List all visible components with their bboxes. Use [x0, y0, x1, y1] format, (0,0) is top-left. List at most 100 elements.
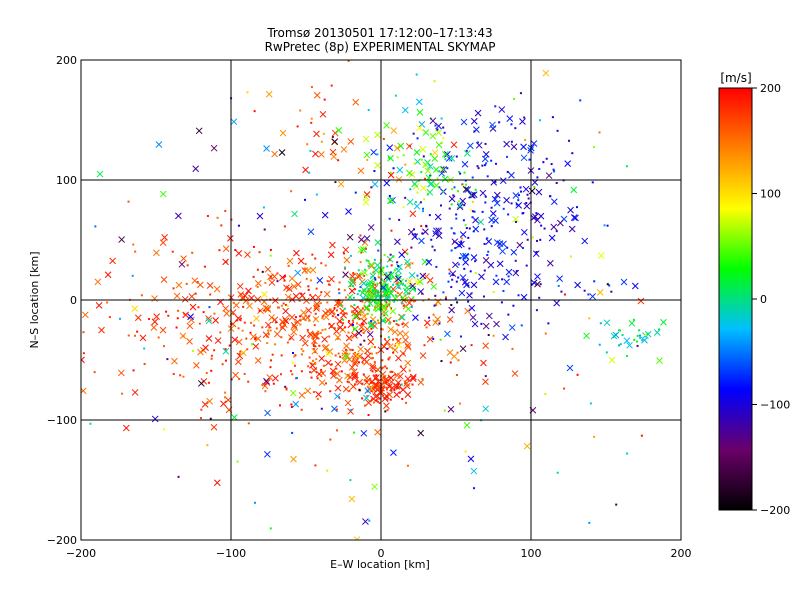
scatter-point-dot	[636, 340, 639, 343]
scatter-point-dot	[556, 129, 559, 132]
scatter-point-dot	[373, 361, 376, 364]
scatter-point-cross	[475, 141, 483, 149]
scatter-point-dot	[455, 213, 458, 216]
x-tick-label: 0	[378, 547, 385, 560]
scatter-point-cross	[367, 278, 374, 286]
scatter-point-dot	[338, 292, 341, 295]
scatter-point-cross	[471, 320, 479, 328]
scatter-point-dot	[421, 377, 424, 380]
scatter-point-dot	[365, 259, 368, 262]
scatter-point-dot	[540, 224, 543, 227]
scatter-point-cross	[212, 316, 219, 324]
scatter-point-dot	[366, 158, 369, 161]
scatter-point-dot	[473, 130, 476, 133]
scatter-point-dot	[300, 348, 303, 351]
scatter-point-dot	[514, 127, 517, 130]
scatter-point-cross	[467, 455, 475, 463]
scatter-point-dot	[396, 338, 399, 341]
scatter-point-dot	[429, 279, 432, 282]
scatter-point-dot	[304, 262, 307, 265]
scatter-point-dot	[120, 392, 123, 395]
scatter-point-cross	[360, 313, 368, 320]
scatter-point-cross	[574, 281, 581, 289]
scatter-point-cross	[268, 279, 276, 286]
scatter-point-cross	[464, 307, 471, 315]
scatter-point-cross	[406, 169, 413, 177]
scatter-point-dot	[428, 214, 431, 217]
scatter-point-cross	[463, 421, 471, 429]
scatter-point-cross	[482, 322, 490, 330]
scatter-point-cross	[369, 362, 377, 370]
scatter-point-dot	[477, 141, 480, 144]
scatter-point-cross	[415, 98, 423, 106]
scatter-point-dot	[531, 283, 534, 286]
scatter-point-dot	[510, 202, 513, 205]
scatter-point-cross	[492, 217, 499, 224]
scatter-point-dot	[249, 321, 252, 324]
scatter-point-dot	[210, 369, 213, 372]
scatter-point-cross	[530, 140, 538, 147]
scatter-point-dot	[93, 371, 96, 374]
scatter-point-cross	[535, 188, 543, 196]
scatter-point-cross	[416, 124, 423, 132]
scatter-point-dot	[619, 329, 622, 332]
scatter-point-cross	[252, 342, 260, 350]
scatter-point-dot	[555, 230, 558, 233]
scatter-point-dot	[598, 343, 601, 346]
scatter-point-dot	[389, 370, 392, 373]
scatter-point-dot	[373, 308, 376, 311]
scatter-point-cross	[159, 239, 167, 246]
scatter-point-dot	[365, 283, 368, 286]
scatter-point-cross	[449, 270, 457, 278]
scatter-point-dot	[208, 306, 211, 309]
scatter-point-dot	[326, 469, 329, 472]
scatter-point-dot	[313, 347, 316, 350]
scatter-point-dot	[352, 296, 355, 299]
scatter-point-dot	[284, 385, 287, 388]
scatter-point-dot	[455, 217, 458, 220]
scatter-point-cross	[485, 312, 493, 320]
scatter-point-dot	[329, 438, 332, 441]
scatter-point-dot	[209, 417, 212, 420]
scatter-point-dot	[378, 401, 381, 404]
scatter-point-dot	[321, 317, 324, 320]
scatter-point-dot	[421, 232, 424, 235]
scatter-point-dot	[374, 306, 377, 309]
scatter-point-dot	[438, 186, 441, 189]
scatter-point-cross	[450, 141, 458, 149]
scatter-point-dot	[486, 254, 489, 257]
scatter-point-dot	[224, 348, 227, 351]
scatter-point-cross	[303, 297, 310, 305]
scatter-point-cross	[503, 278, 511, 286]
scatter-point-dot	[310, 86, 313, 89]
scatter-point-dot	[411, 383, 414, 386]
scatter-point-cross	[542, 69, 550, 77]
scatter-point-dot	[251, 343, 254, 346]
scatter-point-dot	[451, 278, 454, 281]
scatter-point-cross	[419, 352, 427, 359]
scatter-point-cross	[452, 261, 459, 269]
scatter-point-dot	[356, 322, 359, 325]
scatter-point-dot	[424, 177, 427, 180]
scatter-point-cross	[502, 333, 509, 341]
scatter-point-cross	[160, 276, 168, 283]
scatter-point-cross	[273, 330, 281, 338]
scatter-point-cross	[305, 306, 313, 314]
scatter-point-dot	[310, 376, 313, 379]
scatter-point-dot	[351, 336, 354, 339]
scatter-point-dot	[399, 365, 402, 368]
scatter-point-dot	[593, 280, 596, 283]
scatter-point-cross	[118, 236, 126, 243]
scatter-point-dot	[469, 194, 472, 197]
scatter-point-dot	[587, 293, 590, 296]
scatter-point-dot	[171, 250, 174, 253]
scatter-point-dot	[328, 335, 331, 338]
scatter-point-cross	[353, 352, 361, 360]
scatter-point-dot	[434, 124, 437, 127]
scatter-point-cross	[623, 337, 631, 345]
scatter-point-cross	[464, 186, 472, 194]
scatter-point-dot	[264, 390, 267, 393]
scatter-point-dot	[459, 402, 462, 405]
scatter-point-dot	[320, 291, 323, 294]
scatter-point-cross	[351, 358, 359, 365]
